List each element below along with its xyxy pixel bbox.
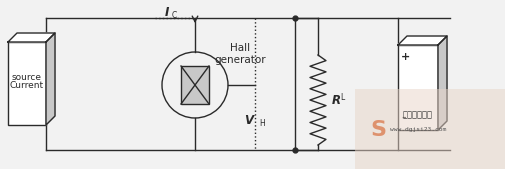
Text: I: I [165,6,169,18]
Text: V: V [244,114,253,127]
Text: source: source [12,73,42,82]
Text: R: R [332,93,341,106]
Text: -: - [401,113,406,123]
Polygon shape [8,33,55,42]
Text: 电工技术之家: 电工技术之家 [403,111,433,119]
Text: L: L [340,92,344,102]
Text: Current: Current [10,81,44,90]
Text: +: + [401,52,410,62]
Bar [398,45,438,130]
Bar [181,66,209,104]
Text: Hall: Hall [230,43,250,53]
Polygon shape [438,36,447,130]
Polygon shape [46,33,55,125]
Bar [8,42,46,125]
Text: generator: generator [214,55,266,65]
Text: C: C [171,10,177,19]
Text: www.dgjsi23.com: www.dgjsi23.com [390,127,446,132]
Polygon shape [398,36,447,45]
Text: S: S [370,120,386,140]
Bar [355,89,505,169]
Text: H: H [259,118,265,127]
